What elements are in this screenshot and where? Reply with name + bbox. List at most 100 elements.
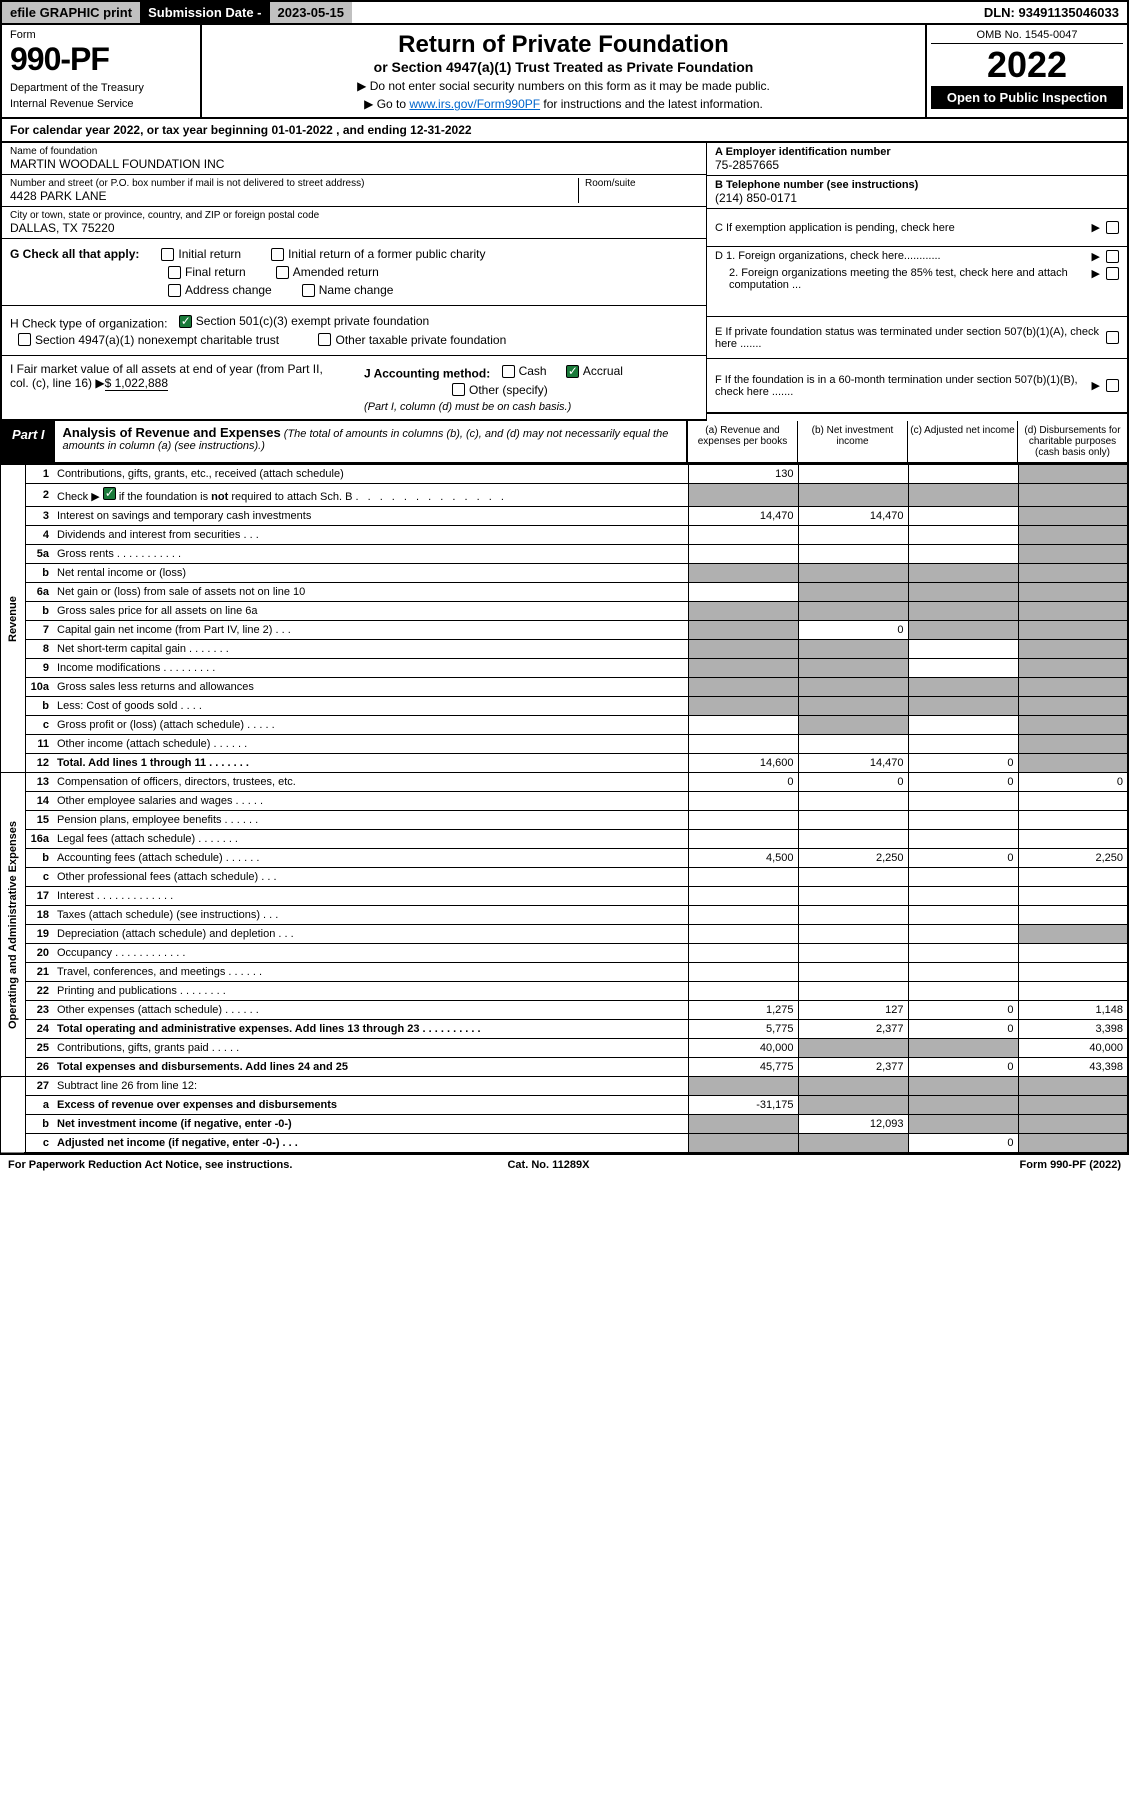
- amount-cell: 1,148: [1018, 1001, 1128, 1020]
- amount-cell: [688, 640, 798, 659]
- revenue-side-label: Revenue: [1, 465, 25, 773]
- amount-cell: [798, 602, 908, 621]
- part1-label: Part I: [2, 421, 55, 462]
- amount-cell: [798, 640, 908, 659]
- tax-year: 2022: [931, 44, 1123, 86]
- line-number: 13: [25, 773, 53, 792]
- table-row: 17Interest . . . . . . . . . . . . .: [1, 887, 1128, 906]
- col-b: (b) Net investment income: [797, 421, 907, 462]
- checkbox-c[interactable]: [1106, 221, 1119, 234]
- amount-cell: [908, 621, 1018, 640]
- ein-label: A Employer identification number: [715, 146, 1119, 158]
- amount-cell: [1018, 1077, 1128, 1096]
- amount-cell: [908, 792, 1018, 811]
- line-number: 24: [25, 1020, 53, 1039]
- table-row: 12Total. Add lines 1 through 11 . . . . …: [1, 754, 1128, 773]
- amount-cell: [688, 1077, 798, 1096]
- checkbox-d2[interactable]: [1106, 267, 1119, 280]
- line-description: Adjusted net income (if negative, enter …: [53, 1134, 688, 1154]
- form990pf-link[interactable]: www.irs.gov/Form990PF: [409, 97, 540, 111]
- col-d: (d) Disbursements for charitable purpose…: [1017, 421, 1127, 462]
- amount-cell: [908, 1077, 1018, 1096]
- amount-cell: 0: [908, 1001, 1018, 1020]
- amount-cell: [688, 583, 798, 602]
- table-row: aExcess of revenue over expenses and dis…: [1, 1096, 1128, 1115]
- section-h: H Check type of organization: Section 50…: [2, 306, 706, 356]
- amount-cell: [1018, 621, 1128, 640]
- foundation-name: MARTIN WOODALL FOUNDATION INC: [10, 157, 698, 171]
- line-description: Occupancy . . . . . . . . . . . .: [53, 944, 688, 963]
- line-number: 22: [25, 982, 53, 1001]
- checkbox-accrual[interactable]: [566, 365, 579, 378]
- amount-cell: [688, 887, 798, 906]
- checkbox-final-return[interactable]: [168, 266, 181, 279]
- amount-cell: [798, 906, 908, 925]
- table-row: bLess: Cost of goods sold . . . .: [1, 697, 1128, 716]
- amount-cell: 127: [798, 1001, 908, 1020]
- line-description: Net short-term capital gain . . . . . . …: [53, 640, 688, 659]
- efile-label[interactable]: efile GRAPHIC print: [2, 2, 140, 23]
- amount-cell: [798, 925, 908, 944]
- amount-cell: [688, 697, 798, 716]
- checkbox-cash[interactable]: [502, 365, 515, 378]
- checkbox-address-change[interactable]: [168, 284, 181, 297]
- checkbox-f[interactable]: [1106, 379, 1119, 392]
- checkbox-name-change[interactable]: [302, 284, 315, 297]
- table-row: bNet rental income or (loss): [1, 564, 1128, 583]
- amount-cell: [1018, 963, 1128, 982]
- amount-cell: 0: [688, 773, 798, 792]
- table-row: Revenue1Contributions, gifts, grants, et…: [1, 465, 1128, 484]
- checkbox-initial-return[interactable]: [161, 248, 174, 261]
- checkbox-other-method[interactable]: [452, 383, 465, 396]
- section-g: G Check all that apply: Initial return I…: [2, 239, 706, 306]
- line-description: Travel, conferences, and meetings . . . …: [53, 963, 688, 982]
- line-number: 10a: [25, 678, 53, 697]
- amount-cell: [1018, 754, 1128, 773]
- d2-label: 2. Foreign organizations meeting the 85%…: [715, 267, 1092, 291]
- table-row: 19Depreciation (attach schedule) and dep…: [1, 925, 1128, 944]
- checkbox-sch-b[interactable]: [103, 487, 116, 500]
- line-number: c: [25, 868, 53, 887]
- amount-cell: [688, 1115, 798, 1134]
- amount-cell: [1018, 545, 1128, 564]
- room-label: Room/suite: [585, 178, 698, 189]
- checkbox-amended[interactable]: [276, 266, 289, 279]
- amount-cell: [688, 602, 798, 621]
- h-label: H Check type of organization:: [10, 317, 167, 331]
- line-description: Net gain or (loss) from sale of assets n…: [53, 583, 688, 602]
- line-number: 5a: [25, 545, 53, 564]
- checkbox-e[interactable]: [1106, 331, 1119, 344]
- checkbox-501c3[interactable]: [179, 315, 192, 328]
- form-header: Form 990-PF Department of the Treasury I…: [0, 25, 1129, 119]
- irs-label: Internal Revenue Service: [10, 98, 192, 110]
- amount-cell: [1018, 678, 1128, 697]
- foundation-name-label: Name of foundation: [10, 146, 698, 157]
- table-row: 2Check ▶ if the foundation is not requir…: [1, 484, 1128, 507]
- table-row: 20Occupancy . . . . . . . . . . . .: [1, 944, 1128, 963]
- amount-cell: [1018, 1134, 1128, 1154]
- line-description: Contributions, gifts, grants paid . . . …: [53, 1039, 688, 1058]
- checkbox-other-taxable[interactable]: [318, 333, 331, 346]
- d1-label: D 1. Foreign organizations, check here..…: [715, 250, 1092, 263]
- address: 4428 PARK LANE: [10, 189, 578, 203]
- amount-cell: 0: [798, 621, 908, 640]
- checkbox-d1[interactable]: [1106, 250, 1119, 263]
- amount-cell: [1018, 465, 1128, 484]
- amount-cell: [908, 925, 1018, 944]
- line-number: c: [25, 1134, 53, 1154]
- table-row: bGross sales price for all assets on lin…: [1, 602, 1128, 621]
- line-number: 21: [25, 963, 53, 982]
- amount-cell: [798, 735, 908, 754]
- amount-cell: [798, 1077, 908, 1096]
- amount-cell: 43,398: [1018, 1058, 1128, 1077]
- form-subtitle: or Section 4947(a)(1) Trust Treated as P…: [222, 59, 905, 75]
- amount-cell: [798, 465, 908, 484]
- expenses-side-label: Operating and Administrative Expenses: [1, 773, 25, 1077]
- amount-cell: 2,377: [798, 1058, 908, 1077]
- checkbox-4947a1[interactable]: [18, 333, 31, 346]
- line-number: 8: [25, 640, 53, 659]
- checkbox-initial-former[interactable]: [271, 248, 284, 261]
- amount-cell: 14,470: [798, 754, 908, 773]
- amount-cell: [798, 982, 908, 1001]
- table-row: bNet investment income (if negative, ent…: [1, 1115, 1128, 1134]
